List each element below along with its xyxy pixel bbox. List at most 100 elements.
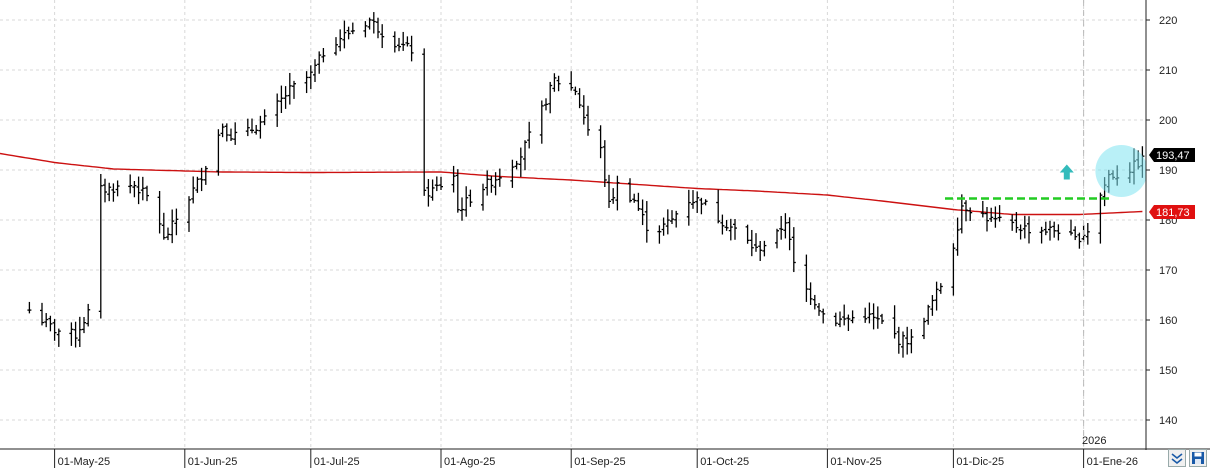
ohlc-bar: [699, 197, 704, 215]
ohlc-bar: [460, 197, 464, 221]
ohlc-bar: [439, 176, 443, 191]
ohlc-bar: [82, 317, 86, 334]
ohlc-bar: [527, 121, 532, 149]
ohlc-bar: [224, 123, 229, 142]
ohlc-bar: [821, 308, 826, 324]
ohlc-bar: [875, 306, 880, 329]
save-button[interactable]: [1189, 449, 1207, 467]
ohlc-bar: [1010, 214, 1015, 231]
ohlc-bar: [745, 224, 750, 244]
ohlc-bar: [304, 71, 309, 94]
ohlc-bar: [363, 21, 368, 38]
ohlc-bar: [409, 35, 414, 62]
ohlc-bar: [489, 175, 494, 193]
ohlc-bar: [397, 37, 401, 52]
ohlc-bar: [938, 283, 943, 294]
ohlc-bar: [254, 124, 259, 135]
ohlc-bar: [191, 176, 196, 204]
ohlc-bar: [1098, 192, 1103, 244]
ohlc-bar: [52, 319, 57, 341]
ohlc-bar: [334, 37, 338, 56]
up-arrow-icon: [1059, 164, 1074, 180]
ohlc-bar: [842, 304, 847, 326]
ohlc-bar: [111, 183, 116, 202]
ohlc-bar: [863, 307, 868, 323]
ohlc-bar: [867, 302, 872, 324]
ohlc-bar: [577, 88, 582, 109]
ohlc-bar: [86, 303, 91, 327]
ohlc-bar: [262, 109, 267, 126]
ohlc-bar: [670, 210, 674, 225]
ohlc-bar: [40, 302, 44, 326]
ohlc-bar: [922, 317, 926, 340]
ohlc-bar: [77, 316, 82, 347]
ohlc-bar: [292, 80, 296, 99]
ohlc-bar: [103, 178, 107, 203]
y-tick-label: 160: [1159, 315, 1177, 327]
scroll-down-button[interactable]: [1168, 449, 1186, 467]
ohlc-bar: [187, 196, 191, 232]
ohlc-bar: [661, 217, 666, 236]
last-price-label: 193,47: [1156, 150, 1190, 162]
ohlc-bar: [73, 321, 78, 348]
moving-average-label: 181,73: [1156, 207, 1190, 219]
ohlc-bar: [817, 303, 821, 316]
ohlc-bar: [233, 122, 238, 145]
ohlc-bar: [989, 207, 994, 222]
ohlc-bar: [573, 86, 578, 96]
moving-average-line: [0, 152, 1143, 216]
ohlc-bar: [880, 313, 884, 324]
ohlc-bar: [1056, 224, 1061, 241]
ohlc-bar: [636, 192, 641, 211]
x-tick-label: 01-Ene-26: [1087, 456, 1138, 468]
ohlc-bar: [1039, 226, 1044, 244]
ohlc-bar: [275, 93, 280, 127]
year-label: 2026: [1082, 435, 1106, 447]
ohlc-bar: [27, 301, 32, 314]
ohlc-bar: [1022, 215, 1027, 239]
ohlc-bar: [1077, 232, 1082, 249]
ohlc-bar: [1052, 221, 1057, 238]
ohlc-bar: [203, 165, 208, 185]
ohlc-bar: [695, 191, 700, 213]
x-tick-label: 01-Jun-25: [188, 456, 238, 468]
ohlc-bar: [371, 12, 376, 34]
moving-average-badge: 181,73: [1149, 205, 1195, 219]
ohlc-bar: [581, 95, 586, 125]
ohlc-bar: [140, 176, 145, 201]
moving-average-layer: [0, 152, 1143, 216]
ohlc-bar: [426, 179, 431, 207]
ohlc-bar: [968, 207, 973, 222]
ohlc-bar: [552, 73, 557, 92]
y-tick-label: 170: [1159, 265, 1177, 277]
ohlc-bar: [392, 31, 397, 53]
ohlc-bar: [833, 312, 838, 327]
ohlc-bar: [993, 206, 998, 228]
ohlc-bar: [342, 20, 347, 49]
ohlc-bar: [451, 165, 456, 193]
ohlc-bar: [468, 189, 473, 207]
x-tick-label: 01-May-25: [58, 456, 111, 468]
ohlc-bar: [380, 24, 385, 49]
ohlc-bar: [220, 123, 225, 138]
ohlc-bar: [136, 176, 141, 205]
ohlc-bar: [523, 140, 527, 171]
ohlc-bar: [69, 322, 74, 346]
ohlc-bar: [955, 217, 960, 256]
ohlc-bar: [964, 200, 968, 222]
double-chevron-down-icon: [1171, 453, 1183, 465]
ohlc-bar: [510, 159, 515, 188]
ohlc-bar: [367, 17, 372, 30]
ohlc-bar: [321, 48, 326, 63]
ohlc-bar: [804, 254, 809, 302]
ohlc-bar: [518, 147, 523, 177]
ohlc-bar: [754, 233, 758, 252]
ohlc-bar: [951, 243, 956, 296]
ohlc-bar: [640, 199, 645, 226]
ohlc-bar: [485, 170, 490, 196]
ohlc-bar: [787, 217, 792, 251]
save-icon: [1192, 452, 1204, 464]
ohlc-bar: [556, 75, 561, 92]
ohlc-bar: [157, 190, 162, 234]
ohlc-bar: [846, 314, 851, 331]
